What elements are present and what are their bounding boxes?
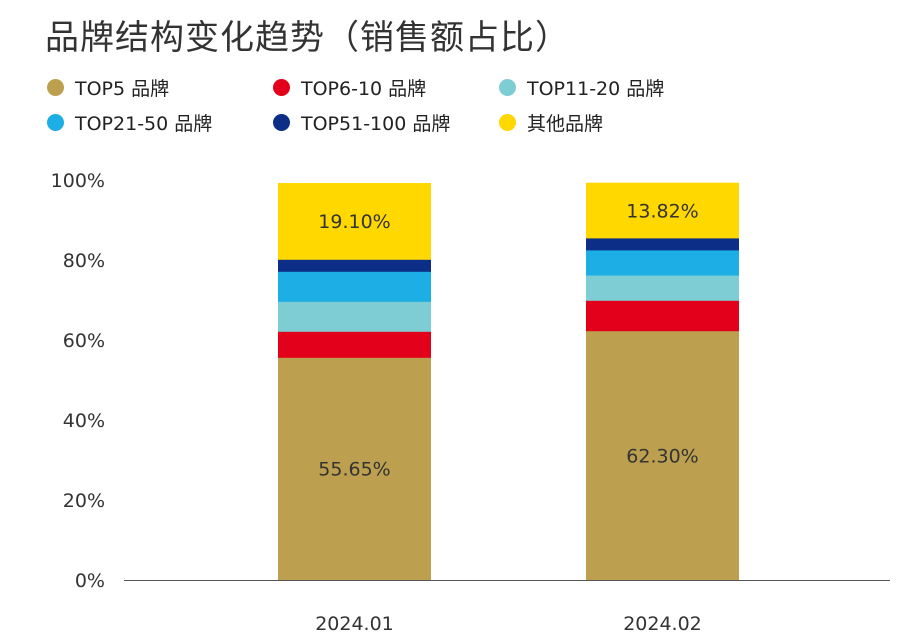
legend-swatch-top21-50 [47, 113, 64, 131]
legend-label-top51-100: TOP51-100 品牌 [301, 112, 451, 135]
legend-label-top6-10: TOP6-10 品牌 [301, 77, 427, 100]
legend-item-top5: TOP5 品牌 [47, 74, 273, 100]
bar-segment [278, 271, 431, 302]
bar-segment [586, 250, 739, 276]
y-tick-label: 100% [51, 170, 105, 192]
legend-label-top5: TOP5 品牌 [75, 77, 170, 100]
bar-segment [586, 300, 739, 332]
legend-swatch-others [499, 113, 516, 131]
bar-segment [278, 259, 431, 272]
legend-item-top6-10: TOP6-10 品牌 [273, 74, 499, 100]
legend-swatch-top6-10 [273, 78, 290, 96]
x-category-label: 2024.02 [623, 613, 702, 635]
bar-segment [278, 301, 431, 332]
bar-segment [586, 182, 739, 239]
data-label: 19.10% [318, 211, 390, 233]
data-label: 62.30% [626, 445, 698, 467]
y-tick-label: 60% [63, 330, 105, 352]
data-label: 13.82% [626, 200, 698, 222]
chart-title: 品牌结构变化趋势（销售额占比） [45, 18, 570, 58]
legend-item-others: 其他品牌 [499, 109, 719, 135]
bar-segment [586, 238, 739, 251]
legend-swatch-top5 [47, 78, 64, 96]
legend: TOP5 品牌 TOP6-10 品牌 TOP11-20 品牌 TOP21-50 … [47, 74, 719, 135]
bar-segment [586, 275, 739, 301]
legend-swatch-top51-100 [273, 113, 290, 131]
legend-label-top21-50: TOP21-50 品牌 [75, 112, 213, 135]
legend-item-top51-100: TOP51-100 品牌 [273, 109, 499, 135]
bar-segment [278, 331, 431, 358]
legend-item-top11-20: TOP11-20 品牌 [499, 74, 719, 100]
legend-label-top11-20: TOP11-20 品牌 [527, 77, 665, 100]
bar-segment [586, 330, 739, 581]
y-tick-label: 20% [63, 490, 105, 512]
y-tick-label: 0% [75, 570, 105, 592]
legend-swatch-top11-20 [499, 78, 516, 96]
bar-segment [278, 357, 431, 581]
data-label: 55.65% [318, 459, 390, 481]
legend-label-others: 其他品牌 [527, 112, 604, 135]
x-category-label: 2024.01 [315, 613, 394, 635]
y-tick-label: 40% [63, 410, 105, 432]
y-tick-label: 80% [63, 250, 105, 272]
bar-segment [278, 183, 431, 260]
legend-item-top21-50: TOP21-50 品牌 [47, 109, 273, 135]
